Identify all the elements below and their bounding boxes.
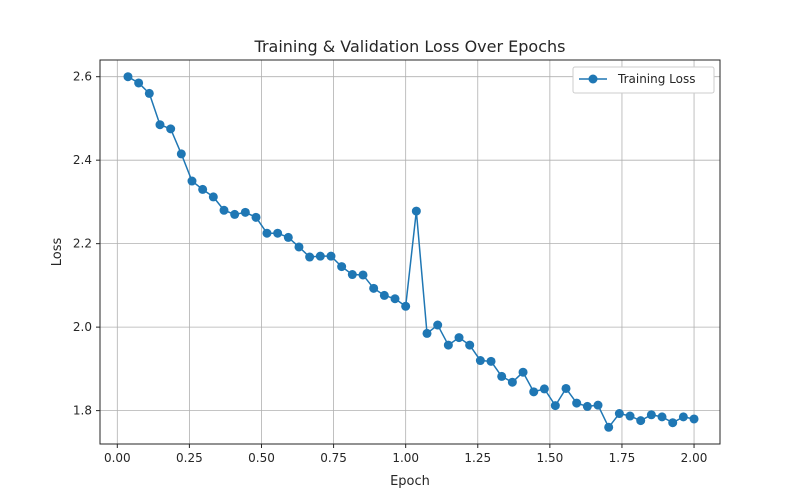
data-point — [187, 176, 197, 186]
y-tick-label: 1.8 — [73, 404, 92, 418]
y-tick-label: 2.2 — [73, 237, 92, 251]
data-point — [219, 205, 229, 215]
data-point — [507, 377, 517, 387]
data-point — [689, 414, 699, 424]
data-point — [123, 72, 133, 82]
data-point — [379, 290, 389, 300]
data-point — [390, 294, 400, 304]
data-point — [593, 400, 603, 410]
data-point — [337, 262, 347, 272]
data-point — [582, 401, 592, 411]
plot-frame — [99, 59, 721, 445]
x-axis-label: Epoch — [390, 474, 430, 489]
data-point — [539, 384, 549, 394]
data-point — [657, 412, 667, 422]
x-tick-label: 1.25 — [464, 451, 491, 465]
data-point — [614, 409, 624, 419]
data-point — [465, 340, 475, 350]
data-point — [198, 184, 208, 194]
legend-label-training-loss: Training Loss — [617, 72, 695, 86]
data-point — [358, 270, 368, 280]
data-point — [155, 120, 165, 130]
data-point — [166, 124, 176, 134]
data-point — [411, 206, 421, 216]
data-point — [486, 356, 496, 366]
x-tick-label: 1.50 — [537, 451, 564, 465]
data-point — [262, 228, 272, 238]
y-axis-label: Loss — [50, 238, 65, 267]
data-point — [369, 283, 379, 293]
data-point — [454, 333, 464, 343]
data-point — [283, 232, 293, 242]
x-tick-label: 0.50 — [248, 451, 275, 465]
data-point — [240, 207, 250, 217]
data-point — [518, 367, 528, 377]
data-point — [668, 418, 678, 428]
data-point — [401, 301, 411, 311]
data-point — [678, 412, 688, 422]
data-point — [294, 242, 304, 252]
x-tick-label: 1.75 — [609, 451, 636, 465]
x-tick-label: 1.00 — [392, 451, 419, 465]
data-point — [433, 320, 443, 330]
data-point — [230, 209, 240, 219]
data-point — [529, 387, 539, 397]
y-axis-ticks: 1.8 2.0 2.2 2.4 2.6 — [73, 70, 100, 418]
series-layer — [123, 72, 699, 432]
legend: Training Loss — [572, 66, 715, 94]
y-tick-label: 2.4 — [73, 153, 92, 167]
data-point — [305, 252, 315, 262]
data-point — [315, 251, 325, 261]
x-tick-label: 0.75 — [320, 451, 347, 465]
data-point — [561, 383, 571, 393]
data-point — [625, 411, 635, 421]
y-tick-label: 2.0 — [73, 320, 92, 334]
data-point — [208, 192, 218, 202]
data-point — [475, 356, 485, 366]
data-point — [646, 410, 656, 420]
data-point — [144, 88, 154, 98]
data-point — [176, 149, 186, 159]
data-point — [273, 228, 283, 238]
x-tick-label: 0.00 — [104, 451, 131, 465]
data-point — [550, 401, 560, 411]
legend-marker — [588, 74, 598, 84]
y-tick-label: 2.6 — [73, 70, 92, 84]
data-point — [347, 270, 357, 280]
x-axis-ticks: 0.00 0.25 0.50 0.75 1.00 1.25 1.50 1.75 2.00 — [104, 444, 707, 465]
x-tick-label: 0.25 — [176, 451, 203, 465]
x-tick-label: 2.00 — [681, 451, 708, 465]
chart-title: Training & Validation Loss Over Epochs — [254, 37, 566, 56]
data-point — [636, 416, 646, 426]
data-point — [422, 328, 432, 338]
data-point — [326, 251, 336, 261]
data-point — [443, 340, 453, 350]
data-point — [497, 371, 507, 381]
legend-box — [572, 66, 715, 94]
data-point — [251, 212, 261, 222]
data-point — [604, 422, 614, 432]
data-point — [572, 398, 582, 408]
data-point — [134, 78, 144, 88]
